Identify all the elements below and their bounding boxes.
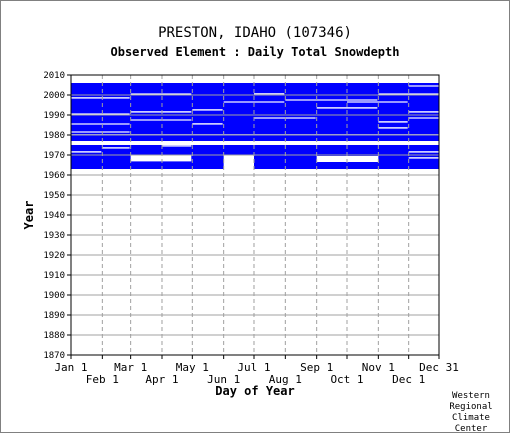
x-tick-label-upper: Sep 1 <box>300 361 333 374</box>
missing-gap <box>408 157 439 159</box>
credit-line: Climate <box>452 413 490 423</box>
y-tick-label: 1990 <box>43 111 65 121</box>
missing-gap <box>161 145 192 147</box>
y-axis-label: Year <box>22 201 36 230</box>
missing-gap <box>378 127 408 129</box>
missing-gap <box>71 151 102 153</box>
missing-gap <box>223 101 285 103</box>
credit-block: Western Regional Climate Center <box>441 391 501 433</box>
credit-line: Center <box>454 424 488 433</box>
y-tick-label: 1880 <box>43 331 65 341</box>
observation-fills <box>71 83 439 173</box>
y-tick-label: 1950 <box>43 191 65 201</box>
missing-gap <box>130 93 192 95</box>
y-tick-label: 1910 <box>43 271 65 281</box>
observed-band <box>71 145 439 169</box>
y-tick-label: 1920 <box>43 251 65 261</box>
missing-gap <box>102 147 130 149</box>
missing-gap <box>347 101 408 103</box>
missing-gap <box>130 119 192 121</box>
y-tick-label: 2000 <box>43 91 65 101</box>
missing-gap <box>253 93 285 95</box>
x-axis-label: Day of Year <box>215 384 294 398</box>
missing-gap <box>192 123 223 125</box>
missing-gap <box>316 107 378 109</box>
missing-gap <box>130 111 192 113</box>
x-tick-label-lower: Dec 1 <box>392 373 425 386</box>
missing-gap <box>71 97 130 99</box>
grid-lines <box>71 75 439 355</box>
missing-gap <box>408 151 439 153</box>
y-tick-label: 1940 <box>43 211 65 221</box>
x-tick-label-lower: Feb 1 <box>86 373 119 386</box>
missing-gap <box>71 131 130 133</box>
y-tick-label: 1890 <box>43 311 65 321</box>
x-tick-label-lower: Apr 1 <box>145 373 178 386</box>
missing-gap <box>71 113 130 115</box>
y-tick-label: 1870 <box>43 351 65 361</box>
missing-gap <box>71 141 439 145</box>
missing-gap <box>408 117 439 119</box>
missing-gap <box>378 93 439 95</box>
x-axis-ticks: Jan 1 Mar 1 May 1 Jul 1 Sep 1 Nov 1 Dec 31 Feb … <box>54 355 459 386</box>
chart-subtitle: Observed Element : Daily Total Snowdepth <box>110 45 400 59</box>
x-tick-label-upper: Dec 31 <box>419 361 459 374</box>
missing-gap <box>285 99 378 101</box>
y-tick-label: 1960 <box>43 171 65 181</box>
missing-gap <box>71 123 130 125</box>
missing-gap <box>253 117 316 119</box>
x-tick-label-upper: Nov 1 <box>362 361 395 374</box>
y-tick-label: 2010 <box>43 71 65 81</box>
y-tick-label: 1930 <box>43 231 65 241</box>
x-tick-label-upper: May 1 <box>176 361 209 374</box>
x-tick-label-upper: Mar 1 <box>114 361 147 374</box>
missing-gap <box>223 154 254 169</box>
x-tick-label-upper: Jul 1 <box>237 361 270 374</box>
y-tick-label: 1970 <box>43 151 65 161</box>
y-tick-label: 1900 <box>43 291 65 301</box>
y-tick-label: 1980 <box>43 131 65 141</box>
missing-gap <box>378 121 408 123</box>
credit-line: Western <box>452 391 490 401</box>
missing-gap <box>130 155 192 162</box>
y-axis-ticks: 2010 2000 1990 1980 1970 1960 1950 1940 1930 1920… <box>43 71 71 361</box>
missing-gap <box>408 85 439 87</box>
missing-gap <box>192 109 223 111</box>
x-tick-label-upper: Jan 1 <box>54 361 87 374</box>
missing-gap <box>316 156 379 162</box>
x-tick-label-lower: Jun 1 <box>207 373 240 386</box>
x-tick-label-lower: Oct 1 <box>330 373 363 386</box>
missing-gap <box>408 111 439 113</box>
x-tick-label-lower: Aug 1 <box>269 373 302 386</box>
credit-line: Regional <box>449 402 493 412</box>
chart-title: PRESTON, IDAHO (107346) <box>158 25 352 41</box>
missing-gap <box>71 169 439 173</box>
